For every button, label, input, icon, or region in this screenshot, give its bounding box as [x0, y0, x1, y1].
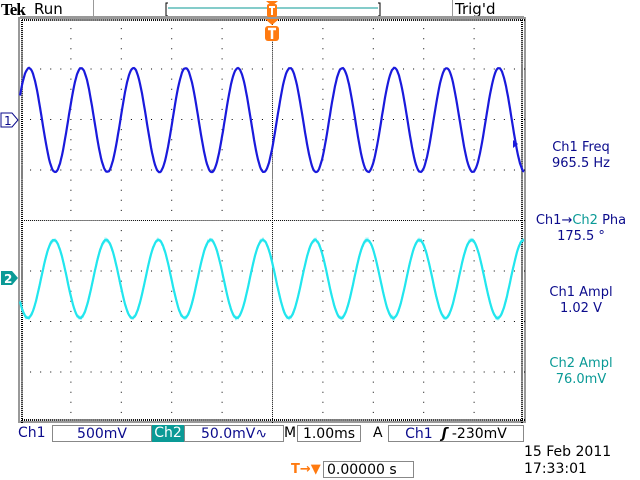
svg-text:1: 1 — [4, 114, 12, 128]
timebase-scale[interactable]: 1.00ms — [297, 425, 361, 442]
label-ch1: Ch1 — [536, 213, 562, 228]
measurement-label: Ch2 Ampl — [522, 356, 640, 372]
trigger-level: -230mV — [452, 426, 507, 442]
measurement-label: Ch1 Freq — [522, 140, 640, 156]
trigger-position[interactable]: 0.00000 s — [323, 461, 414, 478]
ch1-ground-marker-icon[interactable]: 1 — [1, 113, 18, 128]
ch2-ground-marker-icon[interactable]: 2 — [1, 271, 18, 286]
measurement-value: 1.02 V — [522, 301, 640, 317]
trigger-mode: A — [373, 425, 383, 442]
trigger-position-icon: T→▼ — [291, 462, 321, 477]
bandwidth-limit-icon: ∿ — [255, 426, 267, 442]
rising-edge-icon: ʃ — [442, 426, 448, 442]
ch2-scale[interactable]: 50.0mV∿ — [184, 425, 284, 442]
svg-text:2: 2 — [4, 272, 12, 286]
timebase-prefix: M — [284, 425, 296, 442]
ch1-scale[interactable]: 500mV — [52, 425, 152, 442]
datetime: 15 Feb 2011 17:33:01 — [524, 444, 611, 478]
measurement-ch1-ampl: Ch1 Ampl 1.02 V — [522, 285, 640, 317]
time: 17:33:01 — [524, 461, 611, 478]
graticule — [19, 17, 525, 423]
arrow-icon: → — [561, 213, 572, 228]
trigger-readout[interactable]: Ch1 ʃ -230mV — [388, 425, 524, 442]
label-ch2: Ch2 — [572, 213, 598, 228]
label-pha: Pha — [598, 213, 626, 228]
measurement-label: Ch1 Ampl — [522, 285, 640, 301]
date: 15 Feb 2011 — [524, 444, 611, 461]
trigger-source: Ch1 — [405, 426, 433, 442]
measurement-value: 76.0mV — [522, 372, 640, 388]
measurement-label: Ch1→Ch2 Pha — [522, 213, 640, 229]
measurement-ch1-freq: Ch1 Freq 965.5 Hz — [522, 140, 640, 172]
ch2-label[interactable]: Ch2 — [152, 425, 184, 442]
measurement-ch2-ampl: Ch2 Ampl 76.0mV — [522, 356, 640, 388]
ch2-scale-value: 50.0mV — [201, 426, 255, 442]
measurement-value: 965.5 Hz — [522, 156, 640, 172]
ch1-label[interactable]: Ch1 — [18, 425, 46, 442]
measurement-value: 175.5 ° — [522, 229, 640, 245]
measurement-phase: Ch1→Ch2 Pha 175.5 ° — [522, 213, 640, 245]
